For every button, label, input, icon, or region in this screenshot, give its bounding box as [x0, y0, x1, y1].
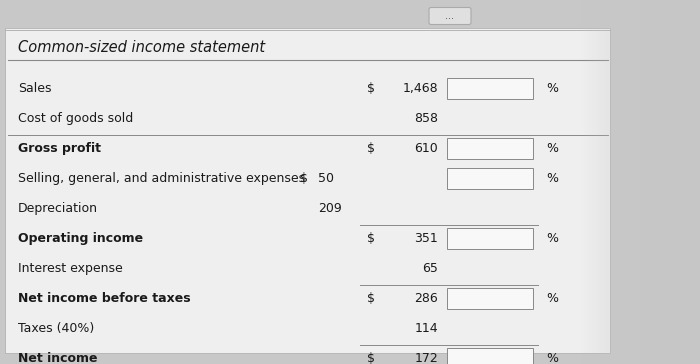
- Text: Operating income: Operating income: [18, 232, 143, 245]
- Text: %: %: [546, 352, 558, 364]
- Text: 286: 286: [414, 292, 438, 305]
- Text: 50: 50: [318, 172, 334, 185]
- Text: Cost of goods sold: Cost of goods sold: [18, 112, 133, 125]
- Text: 351: 351: [414, 232, 438, 245]
- Text: 858: 858: [414, 112, 438, 125]
- Text: $: $: [367, 142, 375, 155]
- Text: 1,468: 1,468: [402, 82, 438, 95]
- Text: 209: 209: [318, 202, 342, 215]
- Text: %: %: [546, 292, 558, 305]
- Text: $: $: [367, 82, 375, 95]
- Bar: [447, 78, 533, 99]
- Text: 172: 172: [414, 352, 438, 364]
- Text: Net income before taxes: Net income before taxes: [18, 292, 190, 305]
- Text: ...: ...: [445, 11, 454, 21]
- Text: $: $: [300, 172, 308, 185]
- Text: Net income: Net income: [18, 352, 97, 364]
- Text: $: $: [367, 352, 375, 364]
- Bar: [447, 228, 533, 249]
- Bar: [447, 288, 533, 309]
- Text: Sales: Sales: [18, 82, 52, 95]
- FancyBboxPatch shape: [429, 8, 471, 24]
- Text: %: %: [546, 82, 558, 95]
- Text: Gross profit: Gross profit: [18, 142, 101, 155]
- Text: %: %: [546, 142, 558, 155]
- Text: $: $: [367, 292, 375, 305]
- Text: $: $: [367, 232, 375, 245]
- Bar: [447, 348, 533, 364]
- Bar: [447, 138, 533, 159]
- Text: Common-sized income statement: Common-sized income statement: [18, 40, 265, 55]
- FancyBboxPatch shape: [5, 28, 610, 353]
- Text: 114: 114: [414, 322, 438, 335]
- Text: Depreciation: Depreciation: [18, 202, 98, 215]
- Bar: [447, 168, 533, 189]
- Text: Interest expense: Interest expense: [18, 262, 122, 275]
- Text: 65: 65: [422, 262, 438, 275]
- Text: Selling, general, and administrative expenses: Selling, general, and administrative exp…: [18, 172, 305, 185]
- Text: Taxes (40%): Taxes (40%): [18, 322, 95, 335]
- Text: %: %: [546, 172, 558, 185]
- Text: 610: 610: [414, 142, 438, 155]
- Text: %: %: [546, 232, 558, 245]
